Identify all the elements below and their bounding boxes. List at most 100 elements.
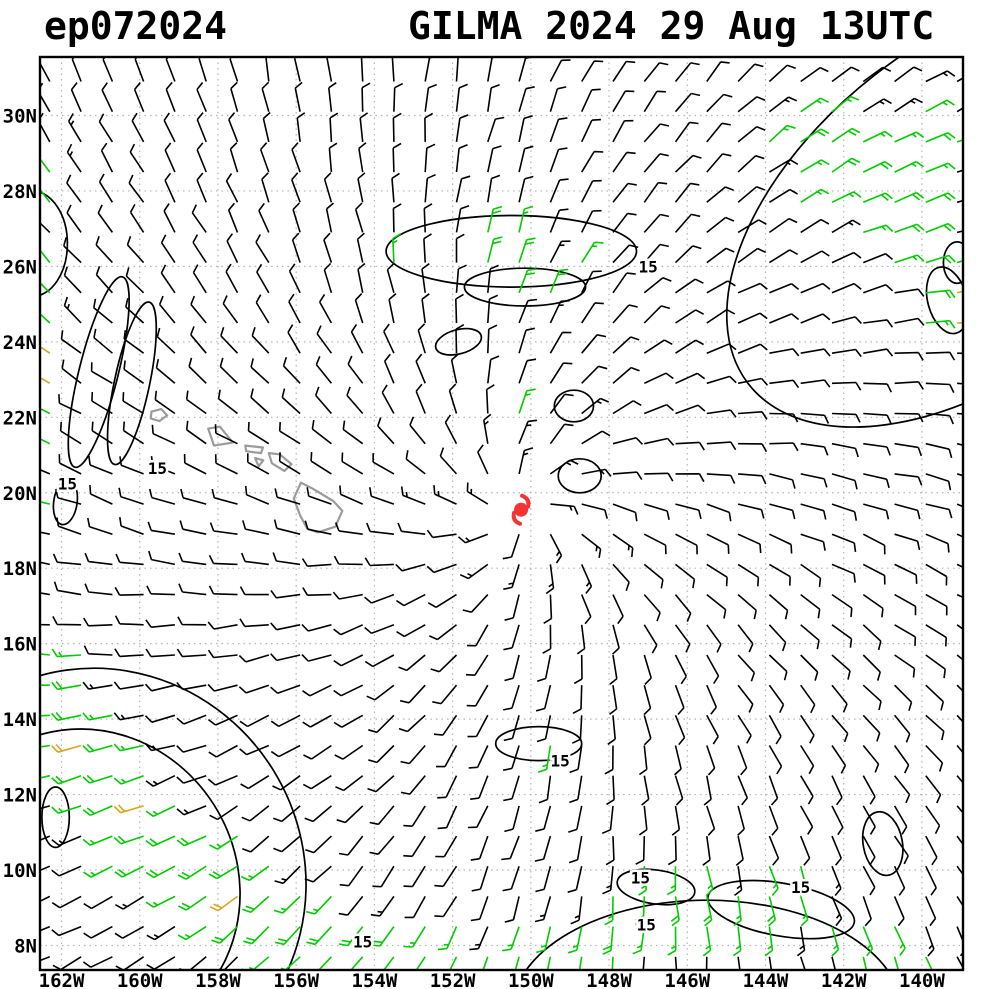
wind-barb: [769, 473, 796, 489]
wind-barb: [91, 421, 113, 445]
wind-barb: [549, 268, 569, 294]
wind-barb: [604, 745, 614, 775]
wind-barb: [925, 956, 933, 970]
wind-barb: [40, 182, 51, 203]
wind-barb: [674, 956, 678, 970]
wind-barb: [536, 926, 552, 954]
wind-barb: [674, 182, 700, 203]
wind-barb: [470, 835, 489, 861]
wind-barb: [178, 552, 207, 566]
wind-barb: [580, 179, 602, 203]
wind-barb: [738, 442, 768, 453]
wind-barb: [518, 298, 538, 324]
wind-barb: [643, 654, 652, 685]
wind-barb: [211, 488, 238, 505]
wind-barb: [831, 442, 859, 458]
wind-barb: [242, 895, 270, 914]
wind-barb: [569, 745, 583, 774]
y-tick-label: 16N: [3, 634, 37, 656]
wind-barb: [424, 57, 435, 82]
wind-barb: [737, 343, 768, 354]
wind-barb: [357, 172, 366, 203]
wind-barb: [91, 391, 113, 415]
wind-barb: [612, 90, 635, 113]
wind-barb: [95, 236, 113, 264]
wind-barb: [632, 926, 646, 955]
wind-barb: [673, 745, 682, 776]
wind-barb: [643, 372, 674, 385]
wind-barb: [674, 775, 684, 806]
wind-barb: [240, 865, 270, 882]
wind-barb: [178, 895, 207, 911]
wind-barb: [129, 204, 145, 233]
contour-label: 15: [791, 878, 810, 897]
wind-barb: [457, 533, 489, 544]
wind-barb: [305, 895, 332, 915]
wind-barb: [737, 533, 762, 554]
wind-barb: [455, 144, 468, 173]
wind-barb: [644, 472, 674, 482]
wind-barb: [40, 500, 50, 505]
wind-barb: [225, 263, 239, 294]
wind-barb: [115, 895, 145, 910]
wind-barb: [956, 865, 963, 876]
wind-barb: [501, 835, 520, 861]
wind-barb: [436, 745, 458, 768]
wind-barb: [737, 805, 745, 836]
wind-barb: [250, 358, 270, 384]
wind-barb: [238, 684, 270, 694]
wind-barb: [381, 384, 395, 414]
overlays: 162W 160W 158W 156W 154W 152W 150W 148W 146W 144W…: [3, 55, 965, 989]
wind-barb: [101, 82, 114, 113]
wind-barb: [674, 213, 701, 233]
wind-barb: [706, 593, 727, 619]
wind-barb: [82, 681, 113, 690]
wind-barb: [449, 956, 458, 970]
wind-barb: [61, 359, 82, 384]
wind-barb: [483, 413, 492, 444]
wind-barb: [894, 473, 923, 486]
wind-barb: [862, 66, 892, 83]
isotach-contour: [40, 191, 69, 297]
wind-barb: [863, 224, 894, 234]
wind-barb: [571, 715, 583, 744]
wind-barb: [397, 522, 426, 535]
wind-barb: [925, 382, 955, 393]
wind-barb: [956, 835, 963, 846]
wind-barb: [800, 313, 831, 324]
wind-barb: [768, 805, 779, 836]
wind-barb: [40, 242, 51, 264]
wind-barb: [291, 142, 301, 173]
wind-barb: [831, 624, 853, 648]
isotach-contour: [106, 301, 158, 466]
wind-barb: [956, 107, 963, 113]
wind-barb: [145, 805, 176, 818]
wind-barb: [502, 745, 520, 771]
wind-barb: [82, 956, 113, 968]
isotach-contour: [41, 786, 71, 849]
wind-barb: [737, 219, 767, 234]
wind-barb: [56, 517, 82, 535]
wind-barb: [862, 714, 881, 742]
wind-barb: [956, 654, 963, 661]
wind-barb: [831, 157, 861, 173]
wind-barb: [196, 142, 207, 173]
wind-barb: [192, 264, 207, 294]
wind-barb: [250, 388, 270, 415]
wind-barb: [40, 151, 51, 173]
wind-barb: [82, 805, 113, 817]
wind-barb: [40, 684, 50, 686]
wind-barb: [831, 714, 849, 743]
wind-barb: [737, 126, 766, 143]
wind-barb: [115, 553, 144, 566]
wind-barb: [177, 925, 207, 941]
wind-barb: [609, 654, 618, 685]
wind-barb: [862, 192, 893, 204]
y-tick-label: 14N: [3, 709, 37, 731]
wind-barb: [706, 153, 732, 173]
wind-barb: [487, 205, 503, 233]
wind-barb: [737, 154, 765, 173]
wind-barb: [165, 81, 176, 112]
wind-barb: [396, 624, 426, 638]
